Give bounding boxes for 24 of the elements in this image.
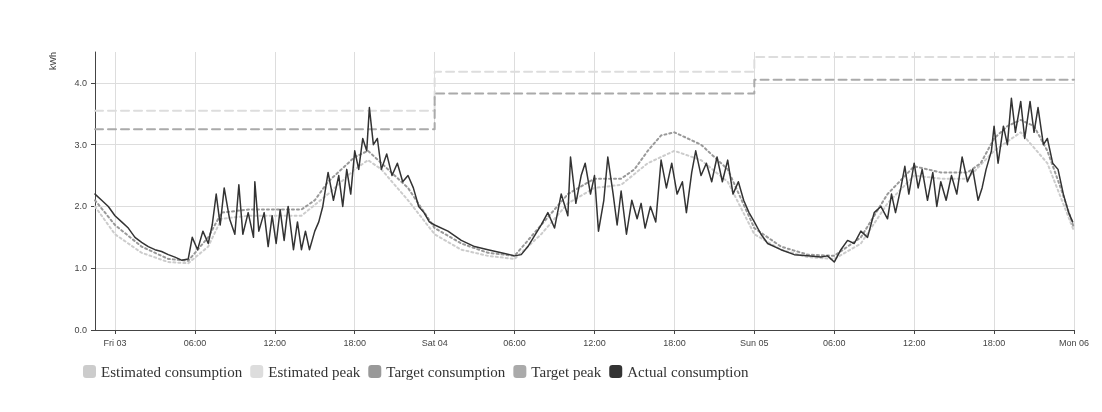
legend-label: Target peak <box>531 363 602 380</box>
x-tick-label: 12:00 <box>902 337 926 348</box>
legend-label: Target consumption <box>386 363 506 380</box>
legend-label: Estimated consumption <box>101 363 243 380</box>
y-tick-label: 4.0 <box>74 77 87 88</box>
x-tick-label: Fri 03 <box>103 337 127 348</box>
x-tick-label: 06:00 <box>503 337 526 348</box>
x-tick-label: Sat 04 <box>421 337 448 348</box>
y-axis-title: kWh <box>47 52 58 70</box>
x-tick-label: 06:00 <box>822 337 846 348</box>
y-tick-label: 0.0 <box>74 325 87 335</box>
x-tick-label: 18:00 <box>982 337 1006 348</box>
x-tick-label: 18:00 <box>343 337 366 348</box>
x-tick-label: Sun 05 <box>740 337 769 348</box>
x-tick-label: 06:00 <box>183 337 207 348</box>
x-tick-label: 12:00 <box>263 337 287 348</box>
y-tick-label: 1.0 <box>74 263 87 274</box>
y-tick-label: 2.0 <box>74 201 87 212</box>
x-tick-label: 12:00 <box>583 337 606 348</box>
x-tick-label: 18:00 <box>663 337 686 348</box>
y-tick-label: 3.0 <box>74 139 87 150</box>
legend-label: Estimated peak <box>268 363 361 380</box>
legend-label: Actual consumption <box>627 363 749 380</box>
x-tick-label: Mon 06 <box>1058 337 1090 348</box>
